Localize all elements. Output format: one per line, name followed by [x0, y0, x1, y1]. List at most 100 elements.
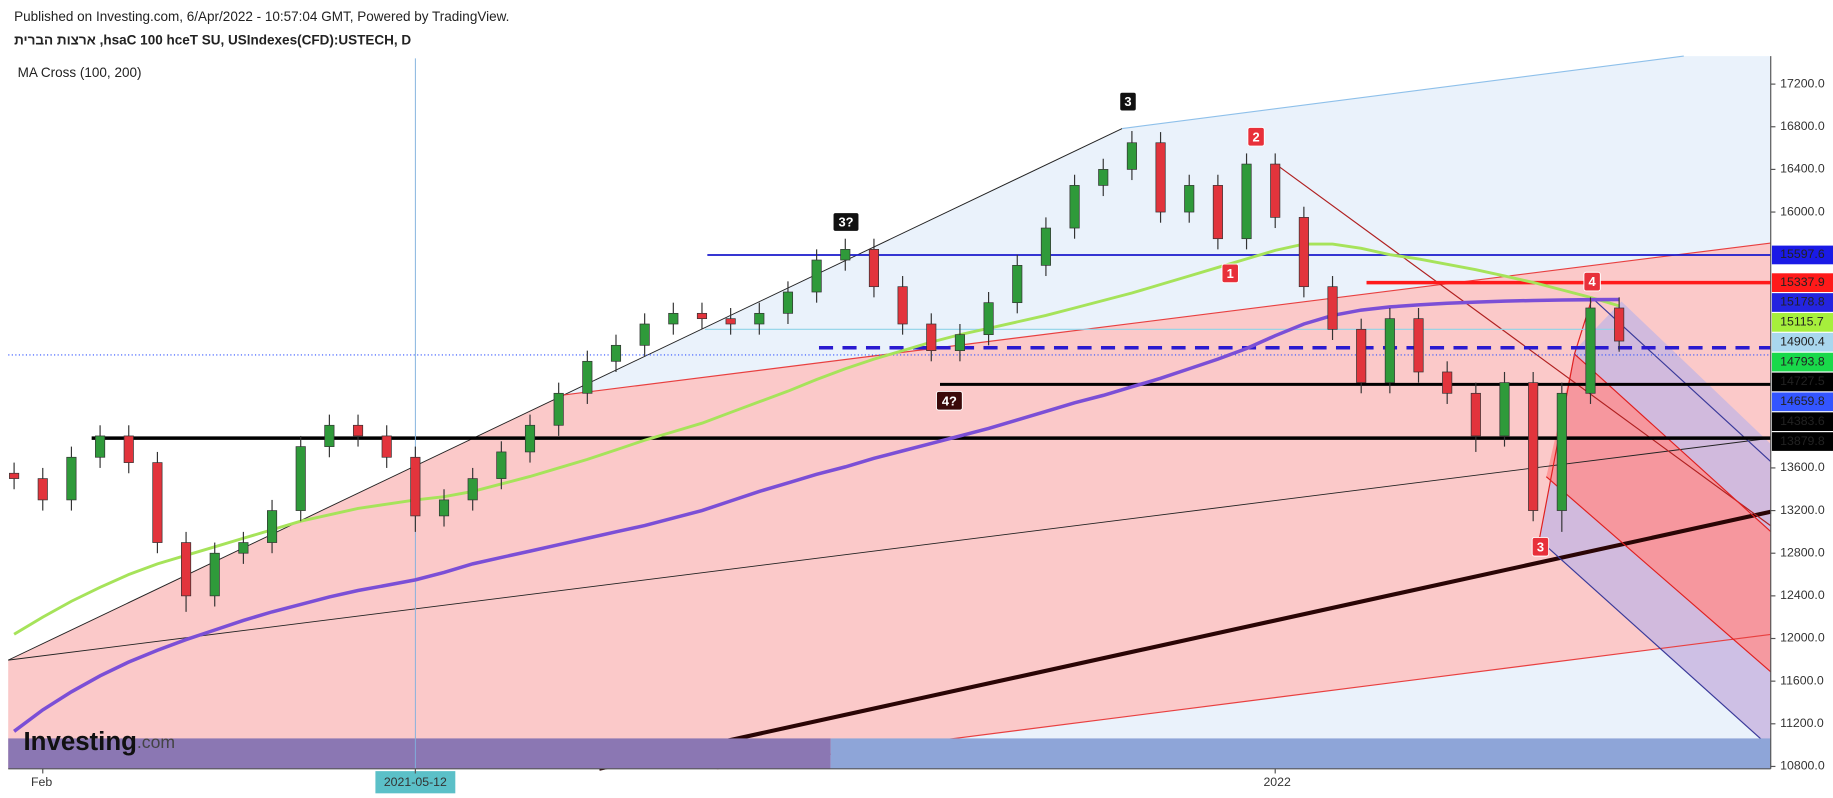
candle-body	[9, 472, 20, 479]
candle-body	[696, 312, 708, 320]
wave-label-bg	[1583, 271, 1601, 292]
candle-body	[983, 302, 994, 336]
candle-body	[267, 510, 278, 543]
bottom-band	[8, 738, 831, 769]
candle-body	[1470, 392, 1481, 437]
wave-label: 2	[1252, 129, 1259, 144]
wave-label-bg	[1221, 263, 1239, 284]
wave-label: 1	[1227, 266, 1234, 281]
wave-label: 3?	[838, 215, 853, 230]
drawings	[8, 55, 1772, 771]
candle-body	[1184, 185, 1195, 213]
candle-body	[840, 249, 851, 261]
y-tick-label: 10800.0	[1780, 759, 1825, 773]
price-label: 15597.6	[1780, 247, 1825, 261]
candle-body	[954, 334, 965, 351]
candle-body	[238, 542, 249, 554]
trend-line	[1122, 55, 1684, 130]
price-label: 15178.8	[1780, 295, 1825, 309]
candle-body	[1528, 382, 1539, 511]
price-label: 14727.5	[1780, 374, 1825, 388]
candle-body	[181, 542, 192, 597]
x-tick-label: 2022	[1263, 775, 1291, 789]
price-label-bg	[1771, 273, 1833, 292]
wave-label-bg	[1247, 126, 1265, 147]
candle-body	[1585, 307, 1596, 394]
price-label-bg	[1771, 432, 1833, 451]
candle-body	[95, 435, 106, 458]
y-tick-label: 16400.0	[1780, 162, 1825, 176]
candle-body	[1012, 265, 1023, 304]
candle-body	[1327, 286, 1338, 330]
candle-body	[496, 451, 507, 479]
candle-body	[352, 424, 364, 437]
wave-label-bg	[936, 390, 963, 411]
candle-body	[582, 360, 593, 394]
candle-body	[438, 499, 450, 517]
published-note: Published on Investing.com, 6/Apr/2022 -…	[14, 9, 509, 24]
y-tick-label: 11200.0	[1780, 716, 1824, 730]
candle-body	[1040, 227, 1051, 266]
candle-body	[1556, 392, 1567, 511]
candle-body	[524, 424, 536, 453]
pitchfork-line	[1538, 539, 1772, 749]
wave-label-bg	[1119, 91, 1137, 112]
levels	[8, 254, 1771, 440]
price-label: 15115.7	[1780, 315, 1824, 329]
candle-body	[1069, 185, 1080, 229]
logo-suffix: .com	[137, 732, 175, 752]
logo-text: Investing	[24, 728, 137, 756]
price-label-bg	[1771, 372, 1833, 392]
trend-line	[8, 437, 1771, 661]
candle-body	[123, 435, 134, 463]
price-label-bg	[1771, 293, 1833, 312]
trend-line	[1274, 163, 1772, 527]
x-tick-label: Feb	[31, 775, 52, 789]
candle-body	[324, 424, 335, 447]
candle-body	[1098, 169, 1109, 186]
candle-body	[1212, 185, 1223, 240]
moving-average	[13, 297, 1620, 733]
candle-body	[66, 456, 77, 501]
price-label-bg	[1771, 352, 1833, 372]
pitchfork-area	[1546, 354, 1771, 672]
candle-body	[553, 392, 564, 426]
candle-body	[1270, 163, 1281, 218]
price-label-bg	[1771, 313, 1833, 332]
price-label-bg	[1771, 412, 1833, 432]
y-tick-label: 12800.0	[1780, 545, 1825, 559]
candle-body	[897, 286, 908, 325]
wave-label-bg	[1531, 536, 1550, 557]
wave-label: 4?	[942, 393, 957, 408]
y-tick-label: 12400.0	[1780, 588, 1825, 602]
channel-area	[8, 243, 1771, 769]
candle-body	[1155, 142, 1166, 213]
candle-body	[1384, 318, 1395, 383]
candle-body	[209, 552, 220, 597]
y-tick-label: 16800.0	[1780, 119, 1825, 133]
candle-body	[868, 249, 880, 288]
y-tick-label: 11600.0	[1780, 673, 1824, 687]
candle-body	[926, 323, 937, 351]
price-label-bg	[1771, 245, 1833, 265]
candle-body	[1442, 371, 1453, 394]
candle-body	[152, 462, 163, 543]
y-tick-label: 13600.0	[1780, 460, 1825, 474]
candle-body	[295, 446, 306, 511]
candle-body	[467, 478, 478, 501]
pitchfork-line	[1545, 476, 1772, 673]
wave-label-bg	[832, 212, 860, 232]
y-tick-label: 16000.0	[1780, 204, 1825, 218]
candle-body	[725, 318, 736, 325]
candle-body	[1126, 142, 1137, 170]
wave-label: 3	[1124, 94, 1131, 109]
candle-body	[610, 344, 622, 362]
price-label: 13879.8	[1780, 434, 1825, 448]
candle-body	[1356, 328, 1367, 383]
candle-body	[37, 478, 48, 501]
moving-average	[13, 242, 1620, 636]
price-label: 14900.4	[1780, 334, 1825, 348]
x-tick-label: 2021-05-12	[384, 775, 447, 789]
